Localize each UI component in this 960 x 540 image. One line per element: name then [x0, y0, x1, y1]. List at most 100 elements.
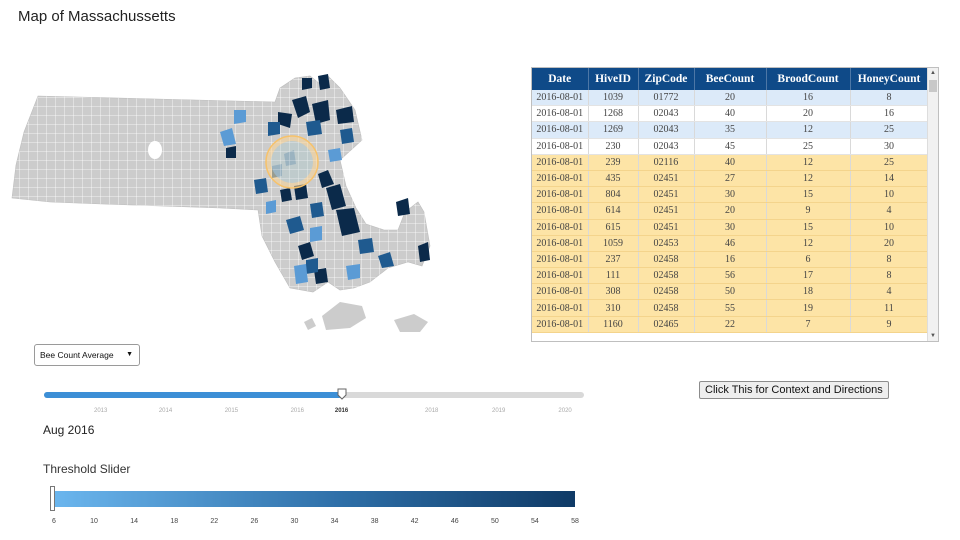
column-header[interactable]: ZipCode [638, 68, 695, 90]
table-cell: 55 [694, 299, 767, 317]
table-cell: 10 [850, 219, 929, 236]
table-cell: 35 [694, 121, 767, 139]
table-cell: 02043 [638, 138, 695, 155]
threshold-tick-label: 34 [330, 518, 339, 525]
map-svg[interactable] [10, 70, 440, 340]
table-cell: 18 [766, 283, 851, 301]
column-header[interactable]: BroodCount [766, 68, 851, 90]
nantucket [394, 314, 428, 332]
time-slider-tick-label: 2015 [224, 408, 239, 414]
selection-circle[interactable] [265, 135, 319, 189]
table-cell: 22 [694, 316, 767, 333]
table-cell: 02451 [638, 202, 695, 220]
table-cell: 2016-08-01 [532, 154, 589, 171]
table-cell: 12 [766, 121, 851, 139]
triangle-down-icon[interactable]: ▼ [930, 333, 936, 339]
table-cell: 614 [588, 202, 639, 220]
table-row[interactable]: 2016-08-01 230 02043 45 25 30 [532, 138, 929, 155]
table-cell: 02458 [638, 299, 695, 317]
time-slider-tick-label: 2016 [334, 408, 349, 414]
massachusetts-map[interactable] [10, 70, 440, 340]
table-cell: 1039 [588, 90, 639, 107]
threshold-tick-label: 18 [170, 518, 179, 525]
table-row[interactable]: 2016-08-01 615 02451 30 15 10 [532, 219, 929, 236]
table-cell: 25 [850, 121, 929, 139]
threshold-slider-handle[interactable] [50, 486, 55, 511]
table-cell: 308 [588, 283, 639, 301]
table-cell: 8 [850, 251, 929, 269]
table-row[interactable]: 2016-08-01 435 02451 27 12 14 [532, 170, 929, 188]
time-slider[interactable]: 2013 2014 2015 2016 2016 2018 2019 2020 [44, 388, 584, 422]
scrollbar-thumb[interactable] [929, 80, 937, 92]
table-header-row: Date HiveID ZipCode BeeCount BroodCount Honey… [532, 68, 929, 90]
table-cell: 16 [850, 105, 929, 123]
shaded-towns-light[interactable] [220, 110, 360, 284]
shaded-towns-dark[interactable] [226, 74, 430, 284]
table-cell: 1269 [588, 121, 639, 139]
table-row[interactable]: 2016-08-01 804 02451 30 15 10 [532, 186, 929, 204]
time-slider-tick-label: 2019 [491, 408, 506, 414]
marthas-vineyard [322, 302, 366, 330]
table-cell: 02465 [638, 316, 695, 333]
time-slider-handle[interactable] [337, 388, 347, 400]
context-directions-button[interactable]: Click This for Context and Directions [699, 381, 889, 399]
table: Date HiveID ZipCode BeeCount BroodCount Honey… [532, 68, 929, 333]
table-cell: 2016-08-01 [532, 170, 589, 188]
state-grid [12, 76, 430, 292]
table-row[interactable]: 2016-08-01 1268 02043 40 20 16 [532, 105, 929, 123]
table-cell: 237 [588, 251, 639, 269]
column-header[interactable]: Date [532, 68, 589, 90]
metric-select[interactable]: Bee Count Average ▼ [34, 344, 140, 366]
table-cell: 230 [588, 138, 639, 155]
threshold-slider-title: Threshold Slider [43, 462, 131, 476]
threshold-tick-label: 54 [531, 518, 539, 525]
table-cell: 02458 [638, 251, 695, 269]
threshold-tick-label: 14 [130, 518, 139, 525]
threshold-tick-label: 46 [450, 518, 459, 525]
threshold-slider-track[interactable] [54, 491, 575, 507]
column-header[interactable]: BeeCount [694, 68, 767, 90]
time-slider-tick-label: 2020 [558, 408, 572, 414]
table-cell: 30 [850, 138, 929, 155]
table-cell: 50 [694, 283, 767, 301]
table-cell: 4 [850, 283, 929, 301]
time-slider-fill [44, 392, 342, 398]
time-slider-tick-label: 2018 [425, 408, 439, 414]
table-cell: 40 [694, 105, 767, 123]
table-cell: 2016-08-01 [532, 251, 589, 269]
table-cell: 8 [850, 90, 929, 107]
table-row[interactable]: 2016-08-01 1039 01772 20 16 8 [532, 90, 929, 107]
threshold-tick-label: 26 [250, 518, 259, 525]
column-header[interactable]: HiveID [588, 68, 639, 90]
table-cell: 111 [588, 267, 639, 285]
table-cell: 10 [850, 186, 929, 204]
table-cell: 02043 [638, 121, 695, 139]
threshold-tick-label: 30 [290, 518, 299, 525]
small-island [304, 318, 316, 330]
triangle-up-icon[interactable]: ▲ [930, 70, 936, 76]
table-cell: 2016-08-01 [532, 316, 589, 333]
table-row[interactable]: 2016-08-01 614 02451 20 9 4 [532, 202, 929, 220]
table-row[interactable]: 2016-08-01 1269 02043 35 12 25 [532, 121, 929, 139]
table-cell: 239 [588, 154, 639, 171]
table-cell: 40 [694, 154, 767, 171]
table-cell: 20 [850, 235, 929, 252]
column-header[interactable]: HoneyCount [850, 68, 929, 90]
table-cell: 2016-08-01 [532, 267, 589, 285]
table-scrollbar[interactable]: ▲ ▼ [927, 68, 938, 341]
selected-date: Aug 2016 [43, 423, 95, 437]
table-row[interactable]: 2016-08-01 310 02458 55 19 11 [532, 299, 929, 317]
table-cell: 1059 [588, 235, 639, 252]
table-row[interactable]: 2016-08-01 237 02458 16 6 8 [532, 251, 929, 269]
table-cell: 6 [766, 251, 851, 269]
table-row[interactable]: 2016-08-01 1059 02453 46 12 20 [532, 235, 929, 252]
table-row[interactable]: 2016-08-01 239 02116 40 12 25 [532, 154, 929, 171]
time-slider-tick-label: 2016 [290, 408, 304, 414]
table-cell: 11 [850, 299, 929, 317]
table-row[interactable]: 2016-08-01 111 02458 56 17 8 [532, 267, 929, 285]
table-cell: 02116 [638, 154, 695, 171]
table-row[interactable]: 2016-08-01 308 02458 50 18 4 [532, 283, 929, 301]
table-row[interactable]: 2016-08-01 1160 02465 22 7 9 [532, 316, 929, 333]
hive-data-table[interactable]: Date HiveID ZipCode BeeCount BroodCount Honey… [531, 67, 939, 342]
table-cell: 17 [766, 267, 851, 285]
